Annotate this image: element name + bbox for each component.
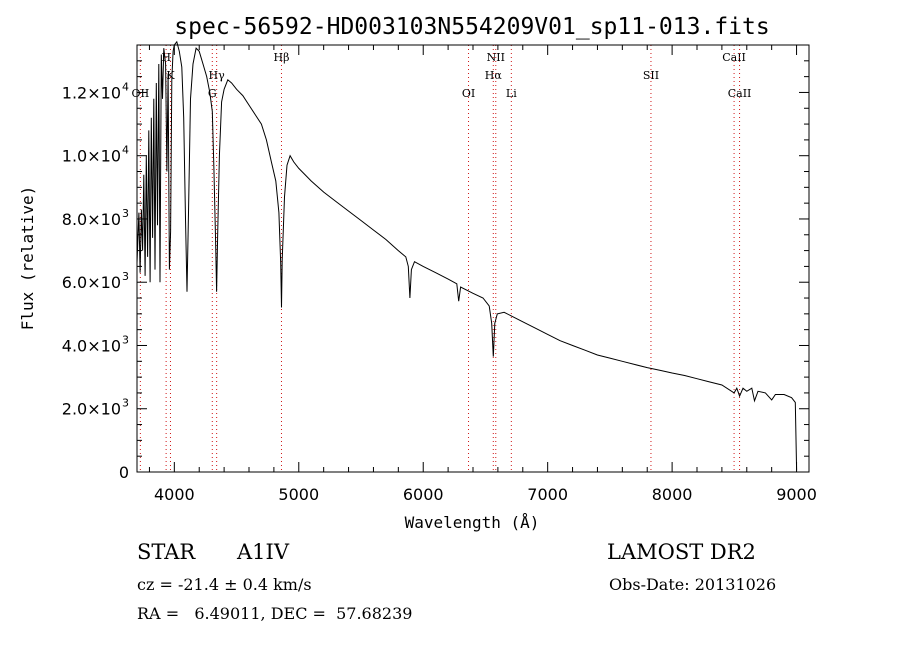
- line-marker-label-4: G: [208, 87, 217, 100]
- plot-frame: [136, 44, 810, 473]
- line-marker-label-5: Hβ: [274, 51, 290, 64]
- y-tick-exponent-4: 3: [122, 207, 129, 220]
- spectrum-line: [136, 40, 798, 471]
- line-marker-label-8: Hα: [485, 69, 503, 82]
- line-marker-label-10: SII: [643, 69, 659, 82]
- x-tick-label-2: 6000: [403, 485, 444, 504]
- line-marker-label-3: Hγ: [209, 69, 226, 82]
- line-marker-label-7: NII: [487, 51, 505, 64]
- object-class: STAR: [137, 540, 196, 564]
- y-tick-exponent-1: 3: [122, 397, 129, 410]
- y-tick-label-2: 4.0×10: [62, 336, 121, 355]
- obs-date: Obs-Date: 20131026: [609, 575, 777, 594]
- line-marker-label-9: Li: [506, 87, 517, 100]
- line-marker-label-6: OI: [462, 87, 475, 100]
- y-axis-label: Flux (relative): [18, 186, 37, 331]
- y-tick-label-0: 0: [119, 463, 129, 482]
- x-tick-label-5: 9000: [776, 485, 817, 504]
- x-tick-label-4: 8000: [652, 485, 693, 504]
- y-tick-label-6: 1.2×10: [62, 83, 121, 102]
- chart-title: spec-56592-HD003103N554209V01_sp11-013.f…: [174, 14, 769, 40]
- y-tick-exponent-3: 3: [122, 270, 129, 283]
- y-tick-label-1: 2.0×10: [62, 400, 121, 419]
- x-axis-label: Wavelength (Å): [405, 513, 540, 532]
- survey-name: LAMOST DR2: [607, 540, 756, 564]
- y-tick-exponent-5: 4: [122, 144, 129, 157]
- redshift-text: cz = -21.4 ± 0.4 km/s: [137, 575, 312, 594]
- spectral-subclass: A1IV: [237, 540, 289, 564]
- y-tick-label-5: 1.0×10: [62, 147, 121, 166]
- y-tick-label-3: 6.0×10: [62, 273, 121, 292]
- line-marker-label-12: CaII: [728, 87, 752, 100]
- line-marker-label-11: CaII: [722, 51, 746, 64]
- x-tick-label-3: 7000: [527, 485, 568, 504]
- x-tick-label-0: 4000: [154, 485, 195, 504]
- x-tick-label-1: 5000: [278, 485, 319, 504]
- line-marker-label-0: OII: [132, 87, 150, 100]
- coordinates: RA = 6.49011, DEC = 57.68239: [137, 604, 413, 623]
- y-tick-exponent-6: 4: [122, 80, 129, 93]
- line-marker-label-2: K: [166, 69, 175, 82]
- line-marker-label-1: H: [161, 51, 171, 64]
- y-tick-label-4: 8.0×10: [62, 210, 121, 229]
- y-tick-exponent-2: 3: [122, 333, 129, 346]
